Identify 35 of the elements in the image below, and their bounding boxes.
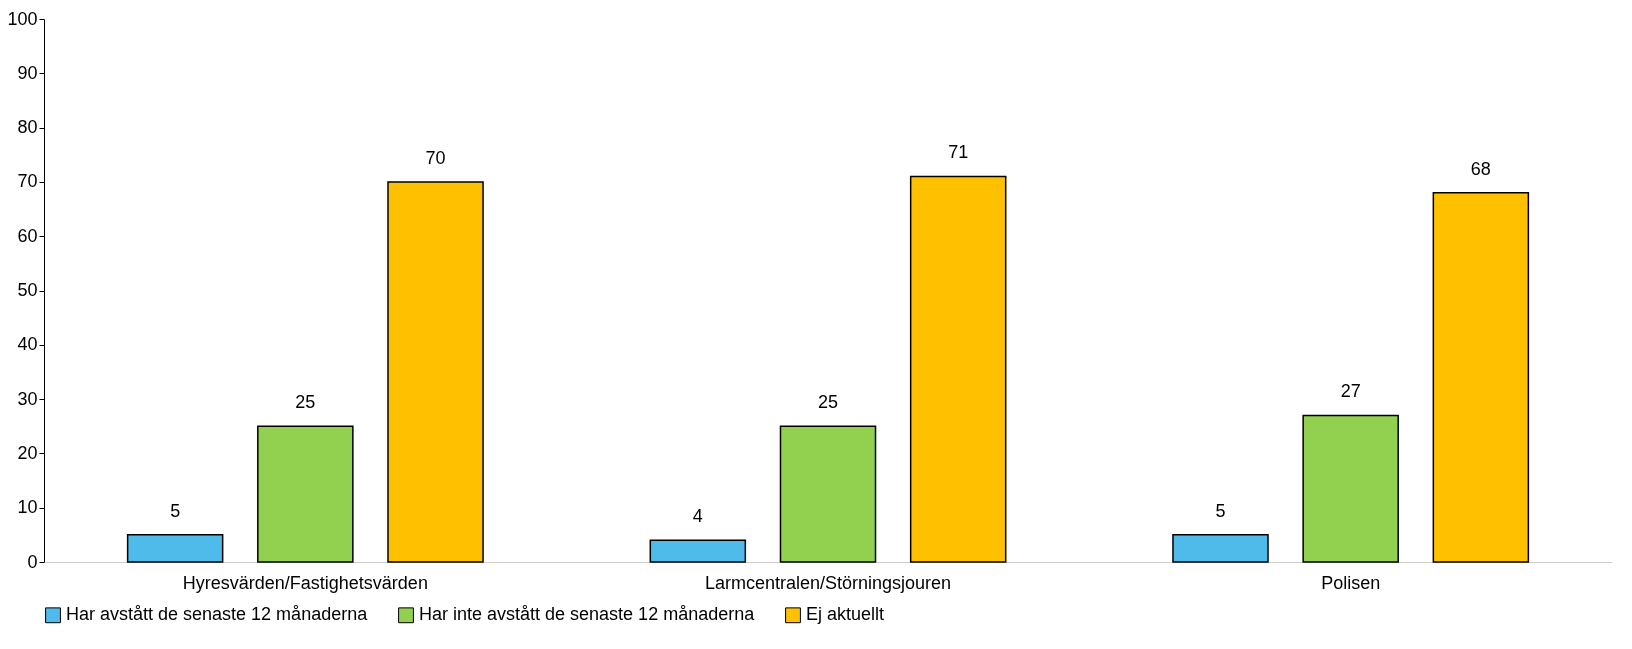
y-tick-label: 30 [17,388,38,409]
bar [909,175,1007,563]
data-label: 4 [692,506,703,527]
bar [1302,414,1399,563]
y-tick-label: 80 [17,117,38,138]
y-tick-label: 20 [17,442,38,463]
x-tick-label: Polisen [1321,572,1381,593]
bar [387,181,484,563]
bar [126,534,224,563]
data-label: 68 [1470,158,1491,179]
y-tick-label: 60 [17,225,38,246]
legend-label: Har avstått de senaste 12 månaderna [66,604,369,625]
x-tick-label: Hyresvärden/Fastighetsvärden [182,572,428,593]
legend-label: Har inte avstått de senaste 12 månaderna [419,604,756,625]
data-label: 70 [425,147,446,168]
data-label: 5 [1215,500,1226,521]
y-tick-label: 70 [17,171,38,192]
bar [649,539,747,563]
data-label: 5 [170,500,181,521]
y-tick-label: 90 [17,62,38,83]
y-tick-label: 100 [7,8,38,29]
y-tick-label: 10 [17,497,38,518]
data-label: 27 [1340,381,1361,402]
legend-label: Ej aktuellt [806,604,885,625]
bar [1172,534,1269,563]
bar [779,425,877,563]
data-label: 25 [295,392,316,413]
bar [257,425,354,563]
x-tick-label: Larmcentralen/Störningsjouren [704,572,952,593]
data-label: 25 [817,392,839,413]
bar [1432,192,1530,563]
data-label: 71 [948,142,969,163]
y-tick-label: 0 [27,551,38,572]
y-tick-label: 50 [17,280,38,300]
y-tick-label: 40 [17,334,38,355]
